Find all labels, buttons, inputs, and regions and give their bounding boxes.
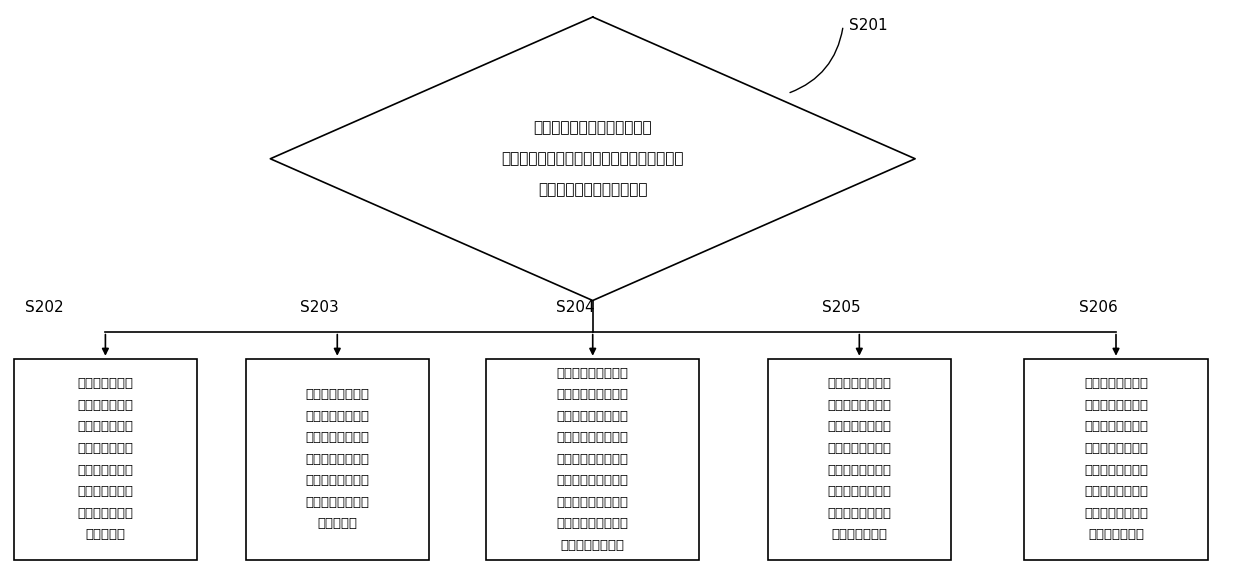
Text: 模式的送风方向: 模式的送风方向	[77, 507, 134, 519]
Text: 当检测到衣物湿度信: 当检测到衣物湿度信	[557, 367, 629, 379]
Text: 湿度小于第一预: 湿度小于第一预	[77, 421, 134, 433]
Text: 值时，选择烘干: 值时，选择烘干	[77, 485, 134, 498]
Text: S205: S205	[822, 300, 861, 315]
Text: 信息与第一预设值进行对比: 信息与第一预设值进行对比	[538, 183, 647, 197]
Text: 小于第一预设值，: 小于第一预设值，	[305, 431, 370, 444]
Text: 当检测到的衣物湿: 当检测到的衣物湿	[827, 378, 892, 390]
Text: 且大于第二预设值: 且大于第二预设值	[827, 442, 892, 455]
Text: 为向下模式: 为向下模式	[317, 518, 357, 530]
Text: 当检测到的衣物湿: 当检测到的衣物湿	[1084, 378, 1148, 390]
FancyBboxPatch shape	[1024, 359, 1208, 560]
Text: 度小于第一预设值时: 度小于第一预设值时	[557, 453, 629, 466]
Text: 地面湿度大于第一: 地面湿度大于第一	[305, 453, 370, 466]
Text: 度小于第一预设: 度小于第一预设	[77, 464, 134, 476]
Text: 湿度信息为衣物: 湿度信息为衣物	[77, 399, 134, 412]
Text: 设值，且地面湿: 设值，且地面湿	[77, 442, 134, 455]
Text: 干模式的送风方向: 干模式的送风方向	[305, 496, 370, 509]
Text: 大于第一预设值，: 大于第一预设值，	[1084, 421, 1148, 433]
Text: ，选择烘干模式的送: ，选择烘干模式的送	[557, 475, 629, 487]
Text: 方向为向上模式: 方向为向上模式	[831, 528, 888, 541]
Text: 择烘干模式的送风: 择烘干模式的送风	[827, 507, 892, 519]
FancyBboxPatch shape	[246, 359, 429, 560]
Text: 时，地面湿度小于: 时，地面湿度小于	[827, 464, 892, 476]
Text: 择烘干模式的送风: 择烘干模式的送风	[1084, 507, 1148, 519]
Text: S202: S202	[25, 300, 63, 315]
Text: 度信息为衣物湿度: 度信息为衣物湿度	[1084, 399, 1148, 412]
Text: 度信息为衣物湿度: 度信息为衣物湿度	[827, 399, 892, 412]
Text: 预设值及第二预设值进行对比，并将地面湿度: 预设值及第二预设值进行对比，并将地面湿度	[501, 151, 684, 166]
Text: 大于第一预设值，: 大于第一预设值，	[827, 421, 892, 433]
Text: 第一预设值时，选: 第一预设值时，选	[1084, 485, 1148, 498]
Text: 将衣物湿度信息分别与第一预: 将衣物湿度信息分别与第一预	[533, 120, 652, 135]
FancyBboxPatch shape	[768, 359, 951, 560]
Text: 时，地面湿度大于: 时，地面湿度大于	[1084, 464, 1148, 476]
Text: 方向为上下模式: 方向为上下模式	[1087, 528, 1145, 541]
Text: S204: S204	[556, 300, 594, 315]
Text: 息为衣物湿度大于第: 息为衣物湿度大于第	[557, 388, 629, 401]
Text: 且大于第二预设值: 且大于第二预设值	[1084, 442, 1148, 455]
Text: S203: S203	[300, 300, 339, 315]
Text: 其中，所述第一预设: 其中，所述第一预设	[557, 518, 629, 530]
Text: 当检测到的衣物: 当检测到的衣物	[77, 378, 134, 390]
Text: S201: S201	[849, 18, 888, 33]
Text: 当检测到的衣物湿: 当检测到的衣物湿	[305, 388, 370, 401]
Text: 度信息为衣物湿度: 度信息为衣物湿度	[305, 410, 370, 422]
Text: 一预设值，且小于第: 一预设值，且小于第	[557, 410, 629, 422]
Text: 二预设值时，地面湿: 二预设值时，地面湿	[557, 431, 629, 444]
FancyBboxPatch shape	[14, 359, 197, 560]
Text: 风方向为向上模式，: 风方向为向上模式，	[557, 496, 629, 509]
Text: 预设值时，选择烘: 预设值时，选择烘	[305, 475, 370, 487]
Text: 第一预设值时，选: 第一预设值时，选	[827, 485, 892, 498]
Text: 值小于第二预设值: 值小于第二预设值	[560, 539, 625, 552]
Text: 为自动模式: 为自动模式	[86, 528, 125, 541]
Text: S206: S206	[1079, 300, 1117, 315]
FancyBboxPatch shape	[486, 359, 699, 560]
